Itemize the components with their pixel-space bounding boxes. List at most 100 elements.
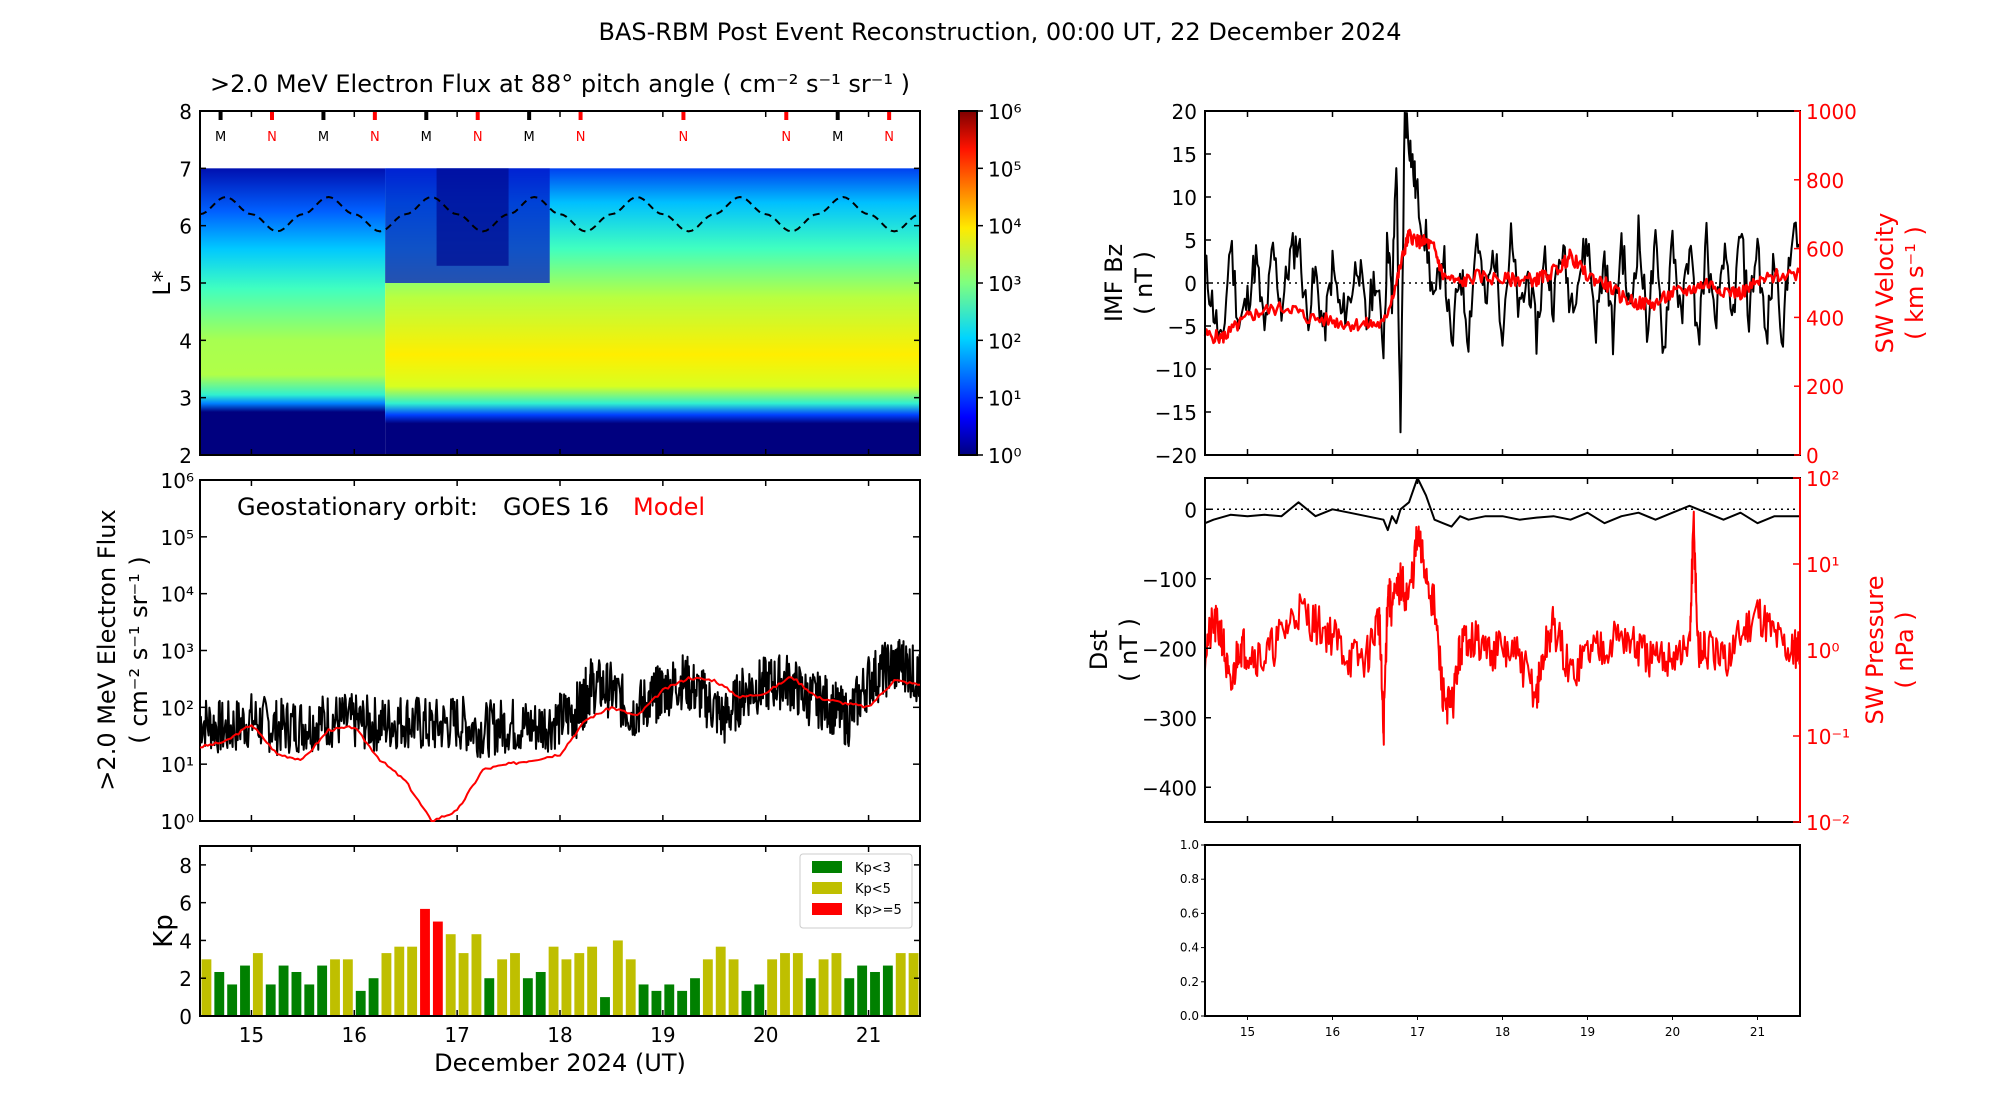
y-tick-label-left: 0 — [1184, 498, 1197, 522]
orbit-marker-label: N — [884, 130, 894, 145]
heatmap-title: >2.0 MeV Electron Flux at 88° pitch angl… — [210, 70, 910, 98]
kp-bar — [908, 953, 919, 1016]
y-tick-label-right: 10⁰ — [1806, 639, 1839, 663]
kp-bar — [252, 953, 263, 1016]
kp-bar — [381, 953, 392, 1016]
y-tick-label-right: 600 — [1806, 238, 1844, 262]
magnetopause-curve — [199, 196, 918, 233]
kp-bar — [715, 946, 726, 1016]
legend-label-kp5: Kp<5 — [855, 882, 891, 897]
kp-bar — [664, 984, 675, 1016]
y-tick-label: 0.8 — [1180, 872, 1199, 886]
y-tick-label: 2 — [179, 967, 192, 991]
y-tick-label-left: −100 — [1142, 568, 1197, 592]
kp-bar — [278, 965, 289, 1016]
kp-bar — [214, 971, 225, 1016]
y-tick-label: 6 — [179, 215, 192, 239]
kp-bar — [870, 971, 880, 1016]
y-tick-label-left: −5 — [1168, 315, 1197, 339]
kp-bar — [561, 959, 572, 1016]
dst-panel: −400 −300 −200 −100 0 10⁻² 10⁻¹ 10⁰ 10¹ 10² Dst (… — [1085, 467, 1919, 835]
legend-swatch-kp5plus — [812, 903, 842, 915]
kp-bar — [355, 990, 366, 1016]
y-tick-label: 10³ — [161, 640, 194, 664]
kp-bar — [574, 953, 585, 1016]
y-tick-label: 4 — [179, 329, 192, 353]
kp-bar — [677, 990, 688, 1016]
kp-bar — [792, 953, 803, 1016]
orbit-marker-label: M — [318, 130, 329, 145]
kp-bar — [651, 990, 662, 1016]
orbit-marker-label: M — [421, 130, 432, 145]
orbit-marker-label: N — [267, 130, 277, 145]
kp-bar — [741, 990, 752, 1016]
y-tick-label: 1.0 — [1180, 838, 1199, 852]
colorbar-tick-label: 10⁶ — [988, 100, 1021, 124]
y-tick-label: 4 — [179, 929, 192, 953]
y-tick-label: 0.6 — [1180, 906, 1199, 920]
kp-bar — [394, 946, 405, 1016]
kp-panel: 0 2 4 6 8 15 16 17 18 19 20 21 Kp December 2024 (UT… — [149, 845, 921, 1077]
y-tick-label: 10² — [161, 696, 194, 720]
y-tick-label: 0 — [179, 1005, 192, 1029]
orbit-marker-label: N — [781, 130, 791, 145]
kp-bar — [780, 953, 790, 1016]
y-tick-label-left: 5 — [1184, 229, 1197, 253]
kp-bar — [535, 971, 546, 1016]
colorbar-tick-label: 10⁰ — [988, 444, 1021, 468]
kp-bar — [728, 959, 739, 1016]
kp-bar — [291, 971, 302, 1016]
kp-bar — [638, 984, 649, 1016]
y-tick-label: 10⁰ — [161, 810, 194, 834]
y-tick-label-right: 0 — [1806, 444, 1819, 468]
legend-label-kp3: Kp<3 — [855, 861, 891, 876]
kp-xlabel: December 2024 (UT) — [434, 1049, 686, 1077]
sw-pressure-ylabel-line1: SW Pressure — [1861, 575, 1889, 724]
heatmap-region-pre-storm — [200, 168, 386, 456]
y-tick-label: 2 — [179, 444, 192, 468]
y-tick-label: 10¹ — [161, 753, 194, 777]
y-tick-label: 0.0 — [1180, 1009, 1199, 1023]
heatmap-dropout-core — [436, 168, 509, 266]
x-tick-label: 21 — [1750, 1025, 1765, 1039]
kp-bar — [227, 984, 238, 1016]
kp-bar — [882, 965, 893, 1016]
x-tick-label: 19 — [650, 1023, 675, 1047]
colorbar-tick-label: 10¹ — [988, 387, 1021, 411]
colorbar-tick-label: 10⁴ — [988, 215, 1021, 239]
y-tick-label: 6 — [179, 892, 192, 916]
y-tick-label: 0.4 — [1180, 941, 1199, 955]
geo-ylabel-line1: >2.0 MeV Electron Flux — [93, 509, 121, 790]
x-tick-label: 17 — [444, 1023, 469, 1047]
kp-bar — [510, 953, 520, 1016]
kp-bar — [420, 908, 430, 1016]
y-tick-label-right: 200 — [1806, 375, 1844, 399]
kp-bar — [522, 978, 533, 1016]
kp-bar — [458, 953, 469, 1016]
y-tick-label-left: 15 — [1172, 143, 1197, 167]
orbit-marker-label: N — [370, 130, 380, 145]
y-tick-label: 5 — [179, 272, 192, 296]
kp-bar — [702, 959, 713, 1016]
x-tick-label: 19 — [1580, 1025, 1595, 1039]
kp-bar — [895, 953, 906, 1016]
kp-bar — [240, 965, 250, 1016]
sw-velocity-ylabel-line1: SW Velocity — [1871, 213, 1899, 354]
kp-bar — [767, 959, 778, 1016]
y-tick-label-right: 800 — [1806, 169, 1844, 193]
y-tick-label: 10⁵ — [161, 526, 194, 550]
series-goes16 — [199, 638, 921, 759]
kp-bar — [265, 984, 276, 1016]
kp-bar — [612, 940, 623, 1016]
x-tick-label: 18 — [1495, 1025, 1510, 1039]
kp-bar — [445, 934, 456, 1016]
y-tick-label: 8 — [179, 100, 192, 124]
kp-legend: Kp<3 Kp<5 Kp>=5 — [799, 853, 913, 929]
kp-bar — [754, 984, 765, 1016]
y-tick-label: 10⁴ — [161, 583, 194, 607]
orbit-marker-label: M — [832, 130, 843, 145]
x-tick-label: 18 — [547, 1023, 572, 1047]
geo-annotation-satellite: GOES 16 — [503, 493, 609, 521]
